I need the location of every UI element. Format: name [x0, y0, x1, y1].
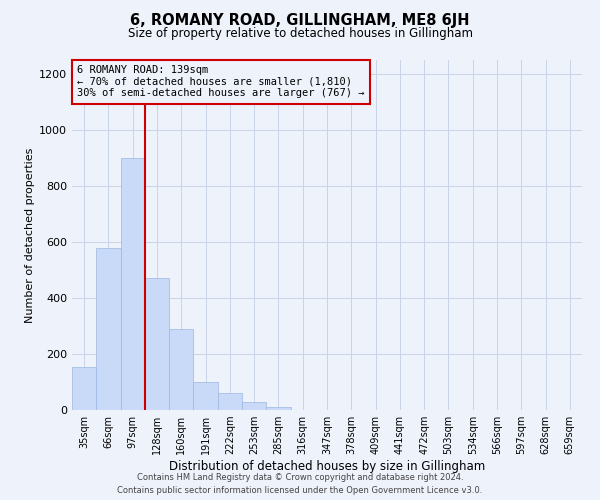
- Text: Size of property relative to detached houses in Gillingham: Size of property relative to detached ho…: [128, 28, 473, 40]
- Bar: [72, 366, 96, 410]
- Bar: [145, 278, 169, 410]
- Bar: [266, 406, 290, 410]
- Bar: [121, 158, 145, 410]
- X-axis label: Distribution of detached houses by size in Gillingham: Distribution of detached houses by size …: [169, 460, 485, 473]
- Bar: [169, 329, 193, 410]
- Bar: [96, 248, 121, 410]
- Bar: [193, 382, 218, 410]
- Bar: [218, 392, 242, 410]
- Y-axis label: Number of detached properties: Number of detached properties: [25, 148, 35, 322]
- Text: Contains HM Land Registry data © Crown copyright and database right 2024.
Contai: Contains HM Land Registry data © Crown c…: [118, 474, 482, 495]
- Text: 6 ROMANY ROAD: 139sqm
← 70% of detached houses are smaller (1,810)
30% of semi-d: 6 ROMANY ROAD: 139sqm ← 70% of detached …: [77, 66, 365, 98]
- Bar: [242, 402, 266, 410]
- Text: 6, ROMANY ROAD, GILLINGHAM, ME8 6JH: 6, ROMANY ROAD, GILLINGHAM, ME8 6JH: [130, 12, 470, 28]
